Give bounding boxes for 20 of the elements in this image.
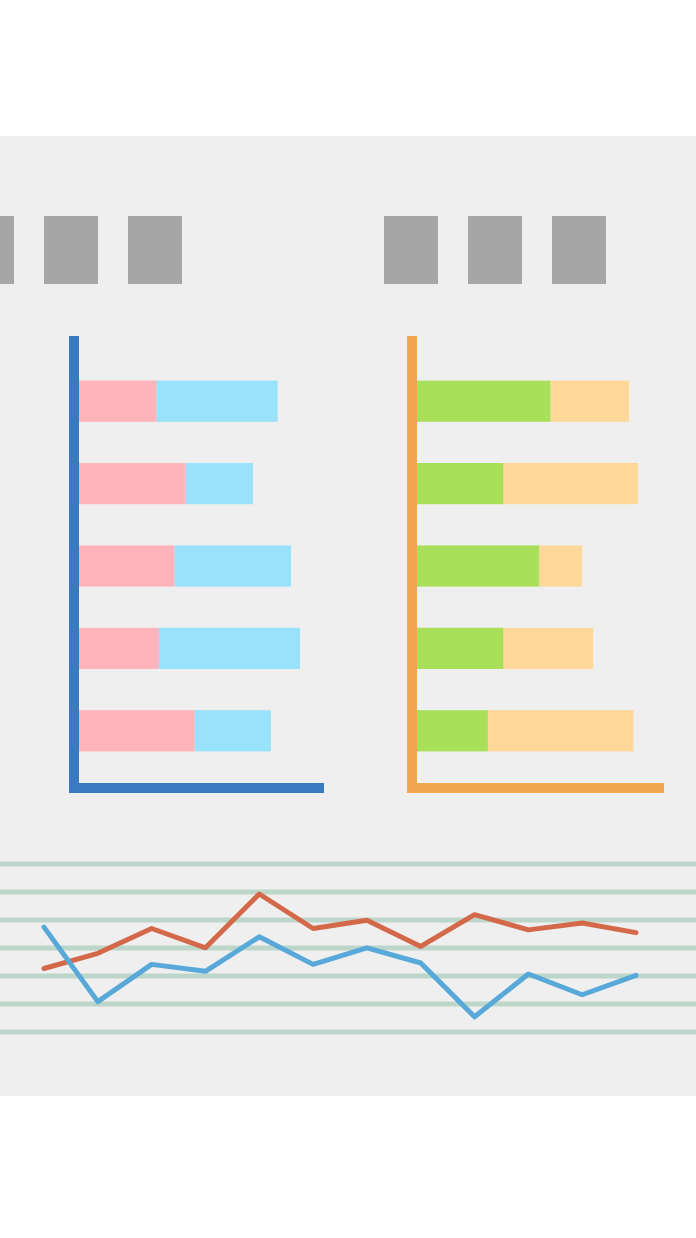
bar (156, 380, 278, 422)
bar (550, 380, 630, 422)
bar (76, 627, 159, 669)
bar (174, 545, 292, 587)
bar (76, 463, 186, 505)
bar (503, 463, 638, 505)
bar (158, 627, 300, 669)
bar (414, 380, 551, 422)
bar (414, 710, 488, 752)
bar (76, 545, 175, 587)
bar (76, 380, 157, 422)
bar (414, 545, 540, 587)
bar (503, 627, 594, 669)
bar (487, 710, 634, 752)
bar (76, 710, 195, 752)
bar (539, 545, 582, 587)
bar (194, 710, 271, 752)
bar (185, 463, 253, 505)
bar (414, 463, 504, 505)
bar (414, 627, 504, 669)
